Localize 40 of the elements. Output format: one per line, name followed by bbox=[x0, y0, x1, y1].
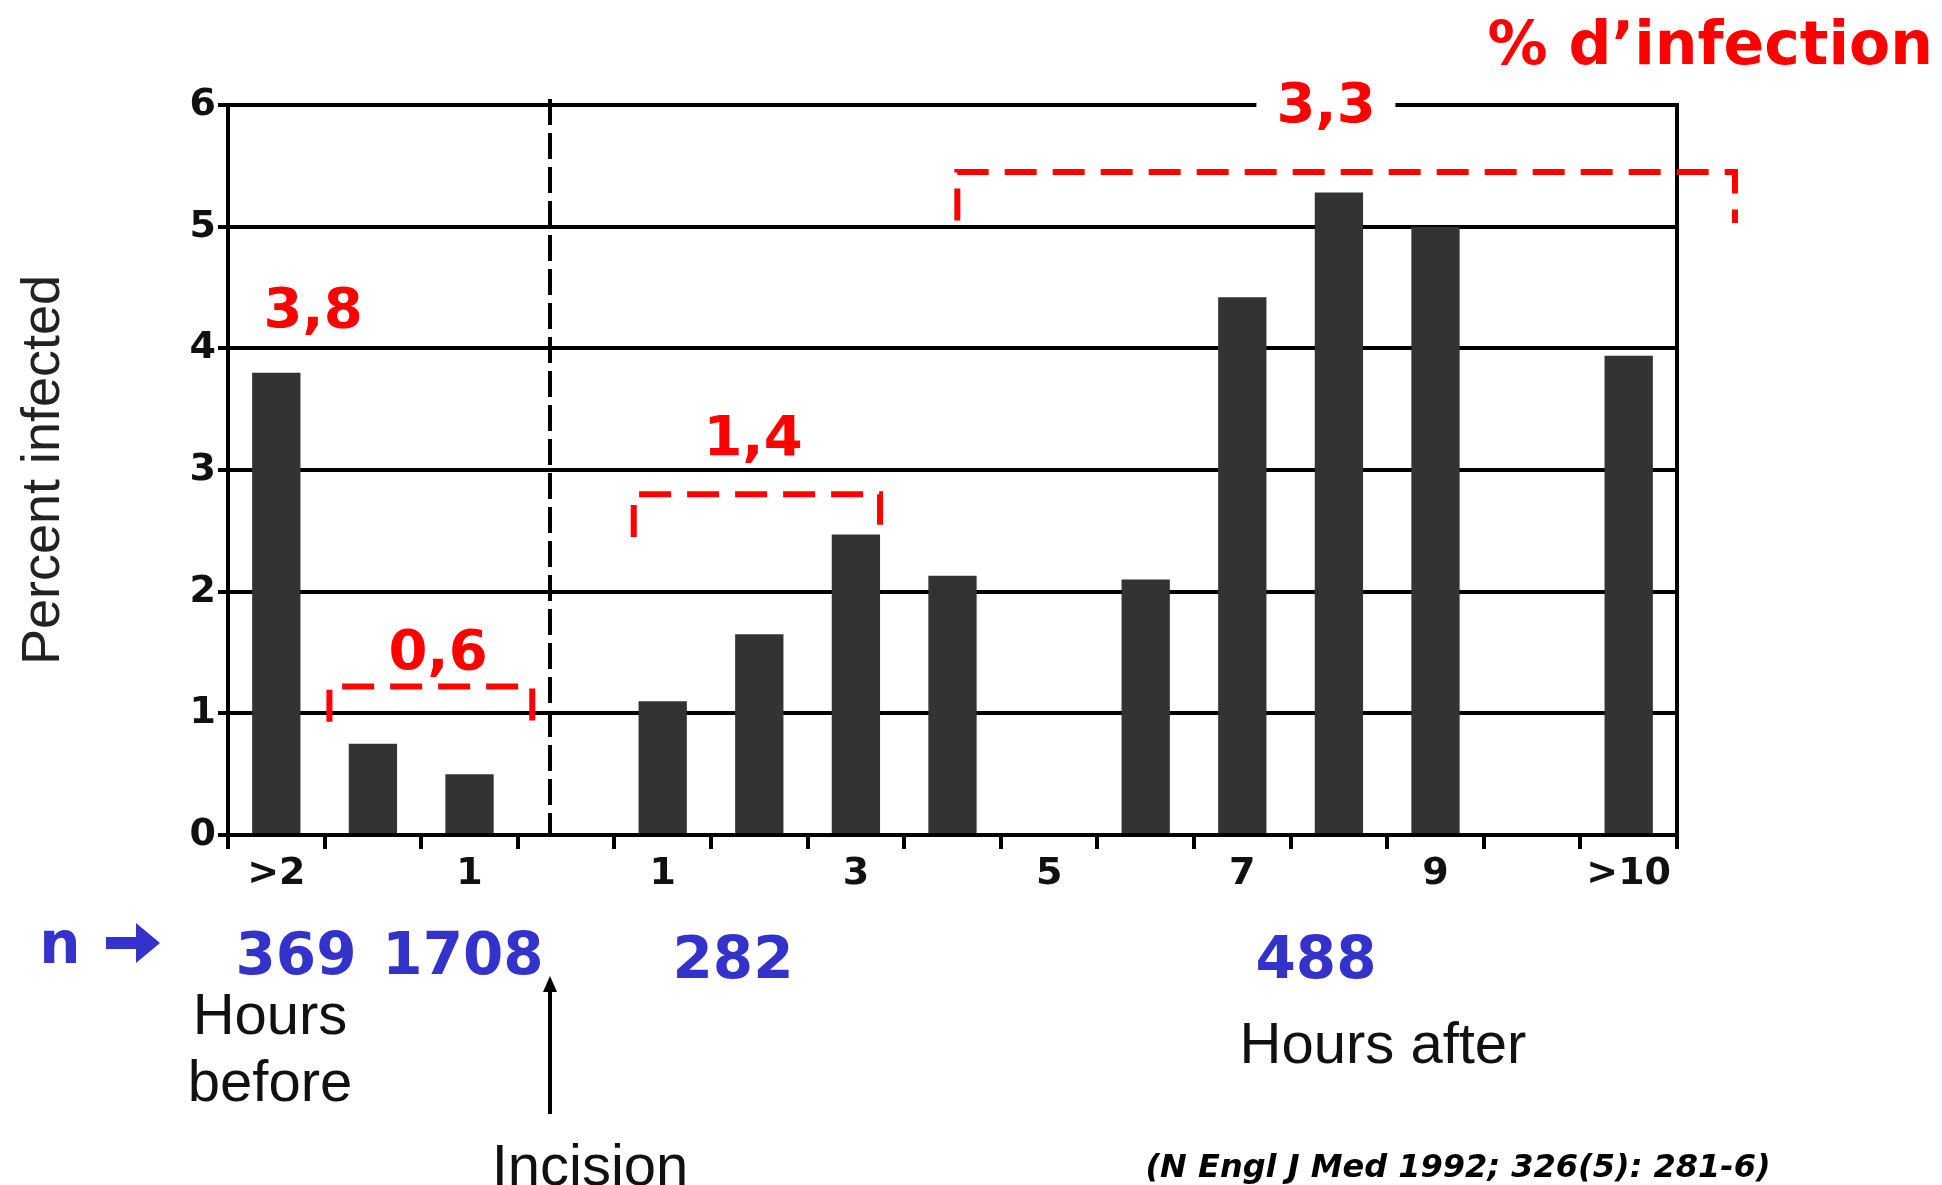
y-tick-label: 5 bbox=[189, 201, 216, 246]
x-tick-label: 7 bbox=[1229, 848, 1256, 893]
annotation: 1,4 bbox=[683, 402, 823, 469]
annotation: 3,8 bbox=[243, 274, 383, 341]
text: Hours after bbox=[1238, 1009, 1528, 1077]
x-tick-label: >2 bbox=[247, 848, 306, 893]
text: 488 bbox=[1255, 923, 1377, 992]
y-tick-label: 1 bbox=[189, 688, 216, 733]
y-tick-label: 2 bbox=[189, 566, 216, 611]
bar bbox=[348, 743, 398, 833]
bar bbox=[252, 372, 301, 833]
y-tick-label: 4 bbox=[189, 323, 216, 368]
x-tick-label: 9 bbox=[1422, 848, 1449, 893]
bar bbox=[1411, 226, 1460, 833]
text: 282 bbox=[672, 923, 794, 992]
annotation: 3,3 bbox=[1256, 69, 1396, 136]
bar bbox=[1314, 192, 1364, 833]
bar bbox=[928, 575, 977, 833]
y-tick-label: 6 bbox=[189, 79, 216, 124]
bar bbox=[1121, 579, 1170, 833]
chart-title: % d’infection bbox=[1487, 8, 1933, 78]
y-tick-label: 3 bbox=[189, 444, 216, 489]
text: (N Engl J Med 1992; 326(5): 281-6) bbox=[1145, 1146, 1771, 1185]
x-tick-label: >10 bbox=[1586, 848, 1672, 893]
x-tick-label: 1 bbox=[456, 848, 483, 893]
x-tick-label: 1 bbox=[649, 848, 676, 893]
bar bbox=[1218, 297, 1267, 833]
bar bbox=[831, 534, 881, 833]
x-tick-label: 5 bbox=[1035, 848, 1063, 893]
bar bbox=[638, 701, 687, 833]
bar bbox=[1604, 355, 1653, 833]
annotation: 0,6 bbox=[388, 616, 488, 683]
x-tick-label: 3 bbox=[842, 848, 870, 893]
y-tick-label: 0 bbox=[189, 809, 216, 854]
text: Incision bbox=[491, 1131, 689, 1185]
bar bbox=[735, 634, 784, 833]
text: n bbox=[39, 908, 81, 977]
bar bbox=[445, 774, 494, 833]
y-axis-title: Percent infected bbox=[10, 274, 71, 666]
text: 1708 bbox=[382, 919, 544, 988]
